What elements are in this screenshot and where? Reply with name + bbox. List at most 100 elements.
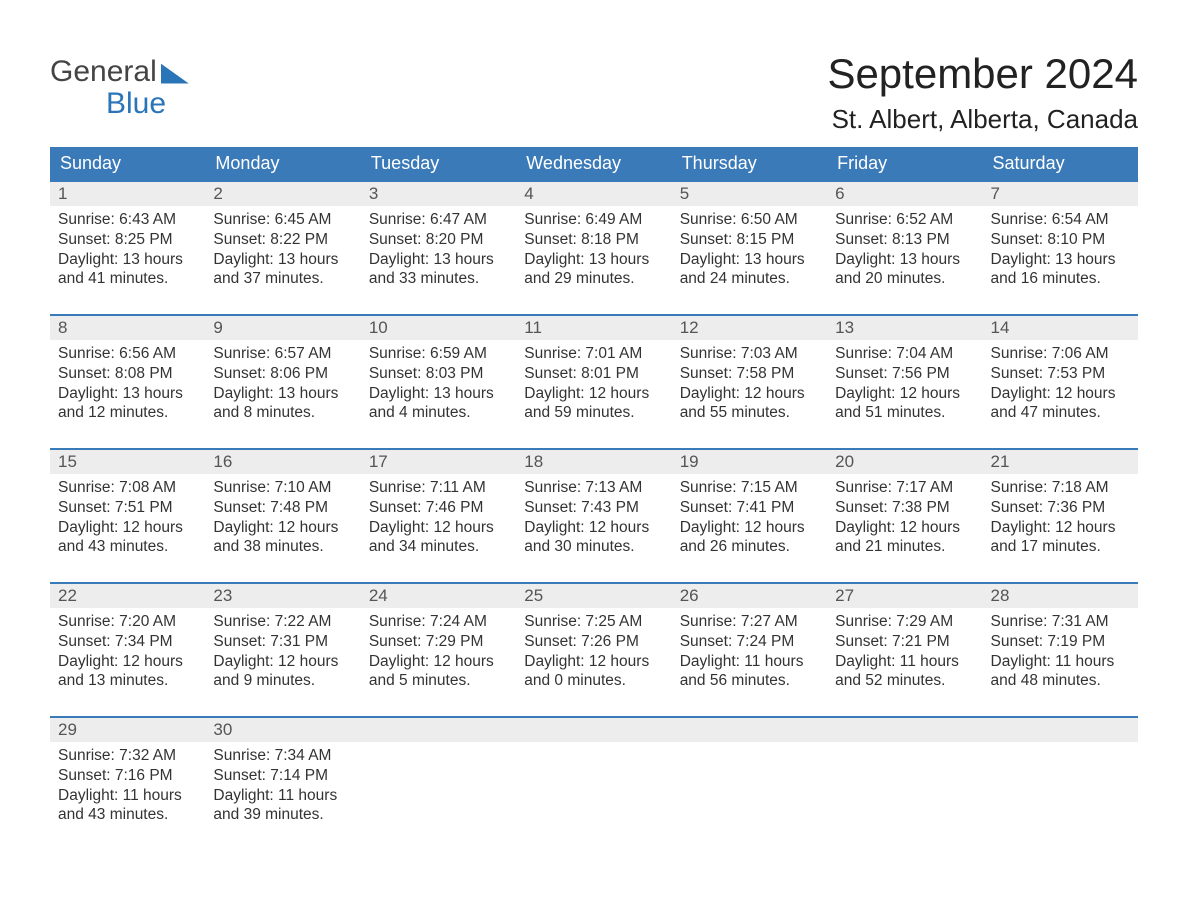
day-cell: 10Sunrise: 6:59 AMSunset: 8:03 PMDayligh… [361,316,516,436]
daylight-text: Daylight: 13 hours [369,250,508,270]
day-content: Sunrise: 6:45 AMSunset: 8:22 PMDaylight:… [205,206,360,297]
sunrise-text: Sunrise: 6:47 AM [369,210,508,230]
day-content: Sunrise: 7:15 AMSunset: 7:41 PMDaylight:… [672,474,827,565]
sunrise-text: Sunrise: 6:59 AM [369,344,508,364]
daylight-text: Daylight: 12 hours [369,518,508,538]
sunset-text: Sunset: 8:06 PM [213,364,352,384]
day-cell [827,718,982,838]
day-cell: 5Sunrise: 6:50 AMSunset: 8:15 PMDaylight… [672,182,827,302]
sunrise-text: Sunrise: 7:25 AM [524,612,663,632]
day-cell: 1Sunrise: 6:43 AMSunset: 8:25 PMDaylight… [50,182,205,302]
day-content: Sunrise: 7:10 AMSunset: 7:48 PMDaylight:… [205,474,360,565]
logo-flag-icon [161,64,189,84]
daylight-text: Daylight: 11 hours [835,652,974,672]
sunrise-text: Sunrise: 7:03 AM [680,344,819,364]
day-cell: 18Sunrise: 7:13 AMSunset: 7:43 PMDayligh… [516,450,671,570]
day-number: 13 [827,316,982,340]
day-cell: 26Sunrise: 7:27 AMSunset: 7:24 PMDayligh… [672,584,827,704]
daylight-text: Daylight: 12 hours [991,518,1130,538]
day-number: 25 [516,584,671,608]
daylight-text: and 33 minutes. [369,269,508,289]
daylight-text: Daylight: 12 hours [524,652,663,672]
sunset-text: Sunset: 8:08 PM [58,364,197,384]
daylight-text: Daylight: 11 hours [58,786,197,806]
day-cell: 15Sunrise: 7:08 AMSunset: 7:51 PMDayligh… [50,450,205,570]
day-cell: 7Sunrise: 6:54 AMSunset: 8:10 PMDaylight… [983,182,1138,302]
day-cell: 11Sunrise: 7:01 AMSunset: 8:01 PMDayligh… [516,316,671,436]
day-number: 9 [205,316,360,340]
sunrise-text: Sunrise: 7:01 AM [524,344,663,364]
sunrise-text: Sunrise: 7:08 AM [58,478,197,498]
day-number: 14 [983,316,1138,340]
sunrise-text: Sunrise: 6:43 AM [58,210,197,230]
sunset-text: Sunset: 8:18 PM [524,230,663,250]
daylight-text: and 21 minutes. [835,537,974,557]
daylight-text: and 0 minutes. [524,671,663,691]
day-number: 6 [827,182,982,206]
daylight-text: and 5 minutes. [369,671,508,691]
day-content: Sunrise: 7:34 AMSunset: 7:14 PMDaylight:… [205,742,360,833]
day-content: Sunrise: 7:27 AMSunset: 7:24 PMDaylight:… [672,608,827,699]
sunrise-text: Sunrise: 7:24 AM [369,612,508,632]
daylight-text: and 29 minutes. [524,269,663,289]
day-content: Sunrise: 6:43 AMSunset: 8:25 PMDaylight:… [50,206,205,297]
sunset-text: Sunset: 7:43 PM [524,498,663,518]
day-number: 18 [516,450,671,474]
day-cell: 3Sunrise: 6:47 AMSunset: 8:20 PMDaylight… [361,182,516,302]
daylight-text: Daylight: 12 hours [58,652,197,672]
sunset-text: Sunset: 8:10 PM [991,230,1130,250]
week-row: 1Sunrise: 6:43 AMSunset: 8:25 PMDaylight… [50,180,1138,302]
day-number: 29 [50,718,205,742]
daylight-text: Daylight: 13 hours [991,250,1130,270]
sunset-text: Sunset: 7:16 PM [58,766,197,786]
sunset-text: Sunset: 7:46 PM [369,498,508,518]
sunset-text: Sunset: 8:03 PM [369,364,508,384]
sunrise-text: Sunrise: 6:49 AM [524,210,663,230]
daylight-text: Daylight: 12 hours [524,384,663,404]
day-content: Sunrise: 7:11 AMSunset: 7:46 PMDaylight:… [361,474,516,565]
sunset-text: Sunset: 8:22 PM [213,230,352,250]
day-cell: 14Sunrise: 7:06 AMSunset: 7:53 PMDayligh… [983,316,1138,436]
day-content: Sunrise: 7:17 AMSunset: 7:38 PMDaylight:… [827,474,982,565]
day-cell: 16Sunrise: 7:10 AMSunset: 7:48 PMDayligh… [205,450,360,570]
day-content: Sunrise: 7:25 AMSunset: 7:26 PMDaylight:… [516,608,671,699]
sunset-text: Sunset: 7:48 PM [213,498,352,518]
day-number: 3 [361,182,516,206]
daylight-text: and 8 minutes. [213,403,352,423]
week-row: 8Sunrise: 6:56 AMSunset: 8:08 PMDaylight… [50,314,1138,436]
sunrise-text: Sunrise: 6:45 AM [213,210,352,230]
day-content: Sunrise: 7:13 AMSunset: 7:43 PMDaylight:… [516,474,671,565]
day-number: 11 [516,316,671,340]
day-content: Sunrise: 7:32 AMSunset: 7:16 PMDaylight:… [50,742,205,833]
sunrise-text: Sunrise: 7:04 AM [835,344,974,364]
daylight-text: and 30 minutes. [524,537,663,557]
day-number: 5 [672,182,827,206]
day-number: 26 [672,584,827,608]
day-number: 1 [50,182,205,206]
day-cell [361,718,516,838]
day-cell: 24Sunrise: 7:24 AMSunset: 7:29 PMDayligh… [361,584,516,704]
daylight-text: and 37 minutes. [213,269,352,289]
day-number: 8 [50,316,205,340]
day-content: Sunrise: 6:49 AMSunset: 8:18 PMDaylight:… [516,206,671,297]
day-cell: 29Sunrise: 7:32 AMSunset: 7:16 PMDayligh… [50,718,205,838]
sunset-text: Sunset: 7:24 PM [680,632,819,652]
day-content: Sunrise: 7:18 AMSunset: 7:36 PMDaylight:… [983,474,1138,565]
day-number: 12 [672,316,827,340]
sunrise-text: Sunrise: 7:22 AM [213,612,352,632]
day-number: 27 [827,584,982,608]
sunrise-text: Sunrise: 7:34 AM [213,746,352,766]
location-label: St. Albert, Alberta, Canada [827,104,1138,135]
calendar: Sunday Monday Tuesday Wednesday Thursday… [50,147,1138,838]
sunset-text: Sunset: 8:25 PM [58,230,197,250]
logo-text-general: General [50,56,157,88]
daylight-text: Daylight: 12 hours [58,518,197,538]
sunrise-text: Sunrise: 6:50 AM [680,210,819,230]
sunset-text: Sunset: 7:31 PM [213,632,352,652]
day-number: 2 [205,182,360,206]
daylight-text: Daylight: 11 hours [680,652,819,672]
daylight-text: Daylight: 13 hours [58,384,197,404]
day-cell: 2Sunrise: 6:45 AMSunset: 8:22 PMDaylight… [205,182,360,302]
daylight-text: and 17 minutes. [991,537,1130,557]
daylight-text: Daylight: 12 hours [213,518,352,538]
